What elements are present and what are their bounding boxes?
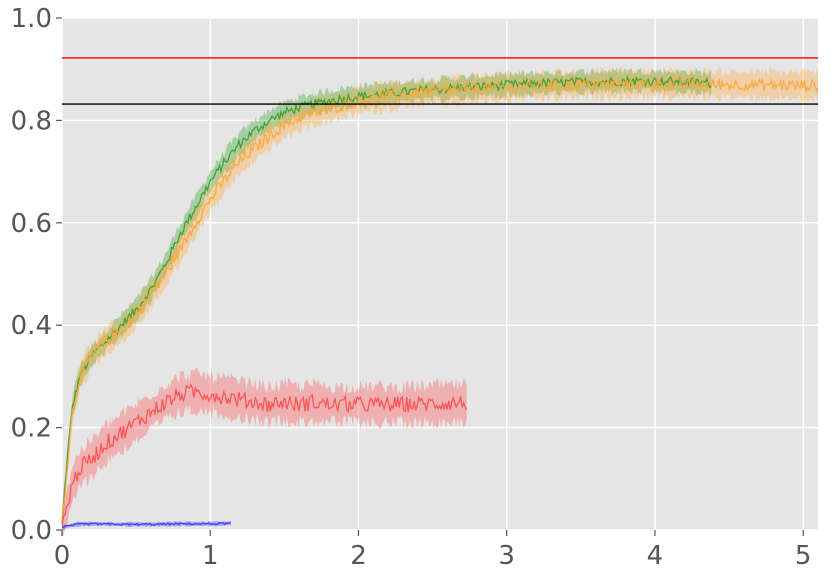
series-2-band <box>62 367 467 536</box>
x-tick-label: 1 <box>202 541 219 571</box>
series-3-line <box>61 521 232 528</box>
y-tick-label: 0.0 <box>11 516 52 546</box>
y-tick-label: 0.6 <box>11 209 52 239</box>
y-tick-label: 0.2 <box>11 414 52 444</box>
y-tick-label: 1.0 <box>11 4 52 34</box>
reference-lines <box>62 57 818 105</box>
x-tick-label: 0 <box>54 541 71 571</box>
x-axis-ticks: 0 1 2 3 4 5 <box>54 530 812 571</box>
series-2-line <box>61 383 468 525</box>
y-axis-ticks: 0.0 0.2 0.4 0.6 0.8 1.0 <box>11 4 62 546</box>
x-tick-label: 2 <box>350 541 367 571</box>
x-tick-label: 3 <box>498 541 515 571</box>
y-tick-label: 0.8 <box>11 106 52 136</box>
x-tick-label: 5 <box>795 541 812 571</box>
x-tick-label: 4 <box>647 541 664 571</box>
series-1-line <box>61 77 819 524</box>
series-lines <box>61 75 819 528</box>
y-tick-label: 0.4 <box>11 311 52 341</box>
